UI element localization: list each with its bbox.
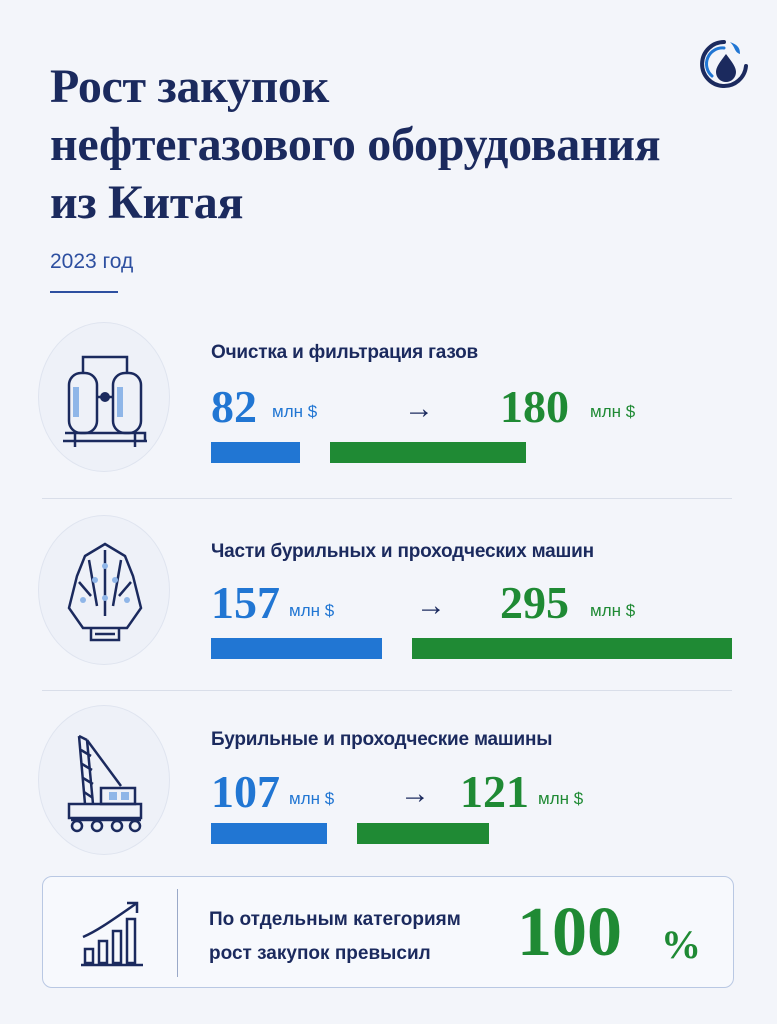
icon-badge (38, 705, 170, 855)
summary-text-line: По отдельным категориям (209, 909, 461, 930)
gas-filter-icon (63, 355, 147, 447)
row-divider (42, 498, 732, 499)
title-line: из Китая (50, 176, 244, 229)
summary-box: По отдельным категориям рост закупок пре… (42, 876, 734, 988)
bar-after (330, 442, 526, 463)
page-title: Рост закупок нефтегазового оборудования … (50, 58, 710, 232)
category-label: Очистка и фильтрация газов (211, 342, 479, 363)
category-label: Бурильные и проходческие машины (211, 729, 553, 750)
summary-text-line: рост закупок превысил (209, 943, 431, 964)
arrow-icon: → (404, 392, 434, 425)
value-after: 295 (500, 577, 569, 628)
drilling-rig-icon (67, 734, 143, 833)
arrow-icon: → (400, 777, 430, 810)
bar-after (357, 823, 489, 844)
bar-before (211, 638, 382, 659)
category-row: Бурильные и проходческие машины 107 млн … (0, 705, 777, 875)
unit-label: млн $ (289, 789, 335, 808)
unit-label: млн $ (272, 402, 318, 421)
drill-bit-icon (67, 542, 143, 642)
flame-drop-logo-icon (700, 40, 748, 88)
summary-text: По отдельным категориям рост закупок пре… (209, 903, 509, 971)
subtitle-underline (50, 291, 118, 293)
value-before: 82 (211, 381, 257, 432)
bar-before (211, 823, 328, 844)
category-row: Очистка и фильтрация газов 82 млн $ → 18… (0, 322, 777, 492)
summary-value: 100 (517, 894, 622, 971)
summary-separator (177, 889, 178, 977)
unit-label: млн $ (538, 789, 584, 808)
title-line: Рост закупок (50, 60, 329, 113)
summary-unit: % (661, 922, 701, 967)
growth-chart-icon (81, 901, 143, 967)
bar-after (411, 638, 732, 659)
unit-label: млн $ (590, 601, 636, 620)
unit-label: млн $ (289, 601, 335, 620)
value-before: 107 (211, 766, 280, 817)
value-after: 180 (500, 381, 569, 432)
page-subtitle: 2023 год (50, 250, 134, 273)
category-label: Части бурильных и проходческих машин (211, 541, 594, 562)
unit-label: млн $ (590, 402, 636, 421)
value-after: 121 (460, 766, 529, 817)
row-divider (42, 690, 732, 691)
value-before: 157 (211, 577, 280, 628)
category-row: Части бурильных и проходческих машин 157… (0, 515, 777, 685)
title-line: нефтегазового оборудования (50, 118, 661, 171)
icon-badge (38, 322, 170, 472)
icon-badge (38, 515, 170, 665)
arrow-icon: → (416, 589, 446, 622)
bar-before (211, 442, 301, 463)
